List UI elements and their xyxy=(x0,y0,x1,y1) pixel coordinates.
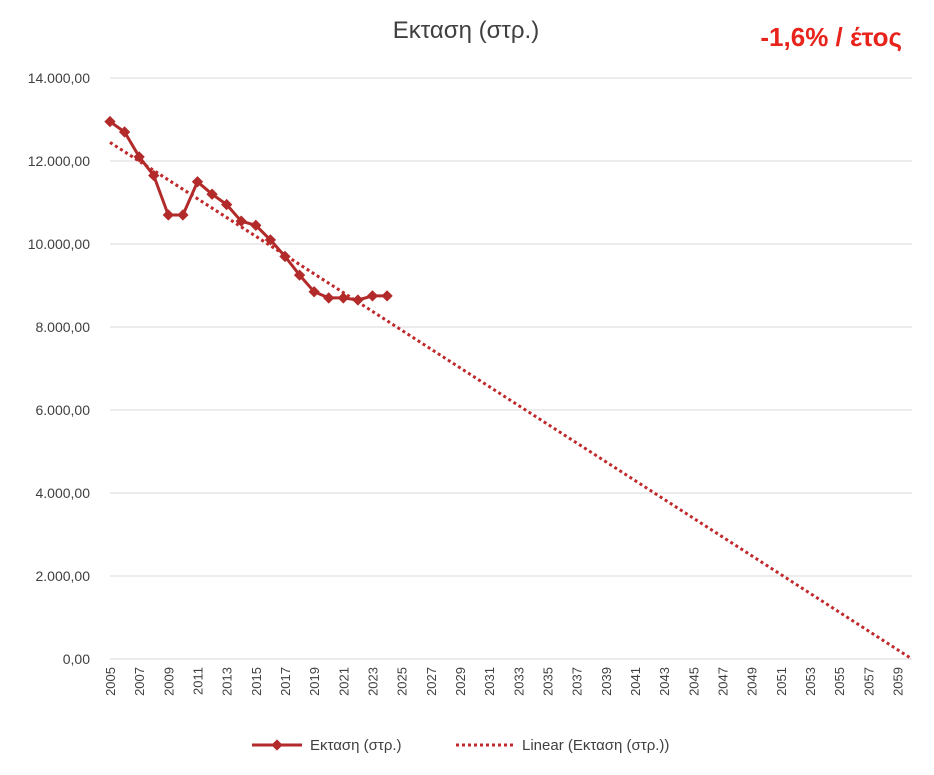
series-layer xyxy=(104,115,913,661)
y-tick-label: 10.000,00 xyxy=(28,236,90,252)
data-point-2014 xyxy=(235,215,247,227)
legend-label-linear: Linear (Εκταση (στρ.)) xyxy=(522,737,669,754)
x-tick-label: 2031 xyxy=(482,667,497,696)
y-tick-label: 12.000,00 xyxy=(28,153,90,169)
x-tick-label: 2005 xyxy=(103,667,118,696)
y-tick-label: 14.000,00 xyxy=(28,70,90,86)
x-tick-label: 2011 xyxy=(190,667,205,695)
legend: Εκταση (στρ.) Linear (Εκταση (στρ.)) xyxy=(252,737,669,754)
y-tick-label: 2.000,00 xyxy=(36,568,91,584)
x-tick-label: 2035 xyxy=(540,667,555,696)
x-tick-label: 2049 xyxy=(745,667,760,696)
x-tick-label: 2057 xyxy=(861,667,876,696)
data-point-2011 xyxy=(191,176,204,188)
legend-marker-ektasi xyxy=(271,739,283,751)
data-point-2008 xyxy=(148,169,160,182)
data-point-2013 xyxy=(220,198,233,211)
data-point-2024 xyxy=(381,290,393,302)
chart-title: Εκταση (στρ.) xyxy=(393,17,539,44)
y-tick-label: 0,00 xyxy=(63,651,90,667)
x-tick-label: 2033 xyxy=(511,667,526,696)
data-point-2016 xyxy=(264,234,277,246)
data-point-2007 xyxy=(133,151,145,163)
x-tick-label: 2017 xyxy=(278,667,293,696)
x-tick-label: 2021 xyxy=(336,667,351,696)
series-line-ektasi xyxy=(109,120,388,302)
data-point-2015 xyxy=(250,219,262,231)
y-axis-ticks: 0,00 2.000,00 4.000,00 6.000,00 8.000,00 10.0… xyxy=(28,70,91,667)
x-tick-label: 2023 xyxy=(365,667,380,696)
y-tick-label: 8.000,00 xyxy=(36,319,91,335)
x-tick-label: 2045 xyxy=(686,667,701,696)
y-tick-label: 4.000,00 xyxy=(36,485,91,501)
data-point-2017 xyxy=(279,250,291,263)
x-tick-label: 2007 xyxy=(132,667,147,696)
x-tick-label: 2041 xyxy=(628,667,643,696)
x-tick-label: 2043 xyxy=(657,667,672,696)
rate-annotation: -1,6% / έτος xyxy=(760,22,902,52)
legend-label-ektasi: Εκταση (στρ.) xyxy=(310,737,402,754)
x-tick-label: 2019 xyxy=(307,667,322,696)
x-tick-label: 2029 xyxy=(453,667,468,696)
x-tick-label: 2015 xyxy=(249,667,264,696)
x-tick-label: 2013 xyxy=(220,667,235,696)
x-tick-label: 2037 xyxy=(570,667,585,696)
x-tick-label: 2025 xyxy=(395,667,410,696)
x-tick-label: 2051 xyxy=(774,667,789,696)
x-tick-label: 2009 xyxy=(161,667,176,696)
data-point-2019 xyxy=(308,286,320,298)
data-point-2018 xyxy=(293,269,306,281)
data-point-2010 xyxy=(177,209,189,221)
data-point-2023 xyxy=(366,290,379,302)
x-tick-label: 2055 xyxy=(832,667,847,696)
x-tick-label: 2027 xyxy=(424,667,439,696)
y-tick-label: 6.000,00 xyxy=(36,402,91,418)
x-axis-ticks: 2005 2007 2009 2011 2013 2015 2017 2019 2021 2023… xyxy=(103,667,905,696)
linear-trendline xyxy=(109,141,913,661)
x-tick-label: 2047 xyxy=(715,667,730,696)
x-tick-label: 2059 xyxy=(890,667,905,696)
x-tick-label: 2039 xyxy=(599,667,614,696)
gridlines xyxy=(110,77,912,660)
x-tick-label: 2053 xyxy=(803,667,818,696)
data-point-2021 xyxy=(337,292,349,304)
data-point-2009 xyxy=(162,209,174,221)
data-point-2020 xyxy=(323,292,335,304)
data-point-2012 xyxy=(206,188,218,200)
data-point-2022 xyxy=(352,294,364,306)
